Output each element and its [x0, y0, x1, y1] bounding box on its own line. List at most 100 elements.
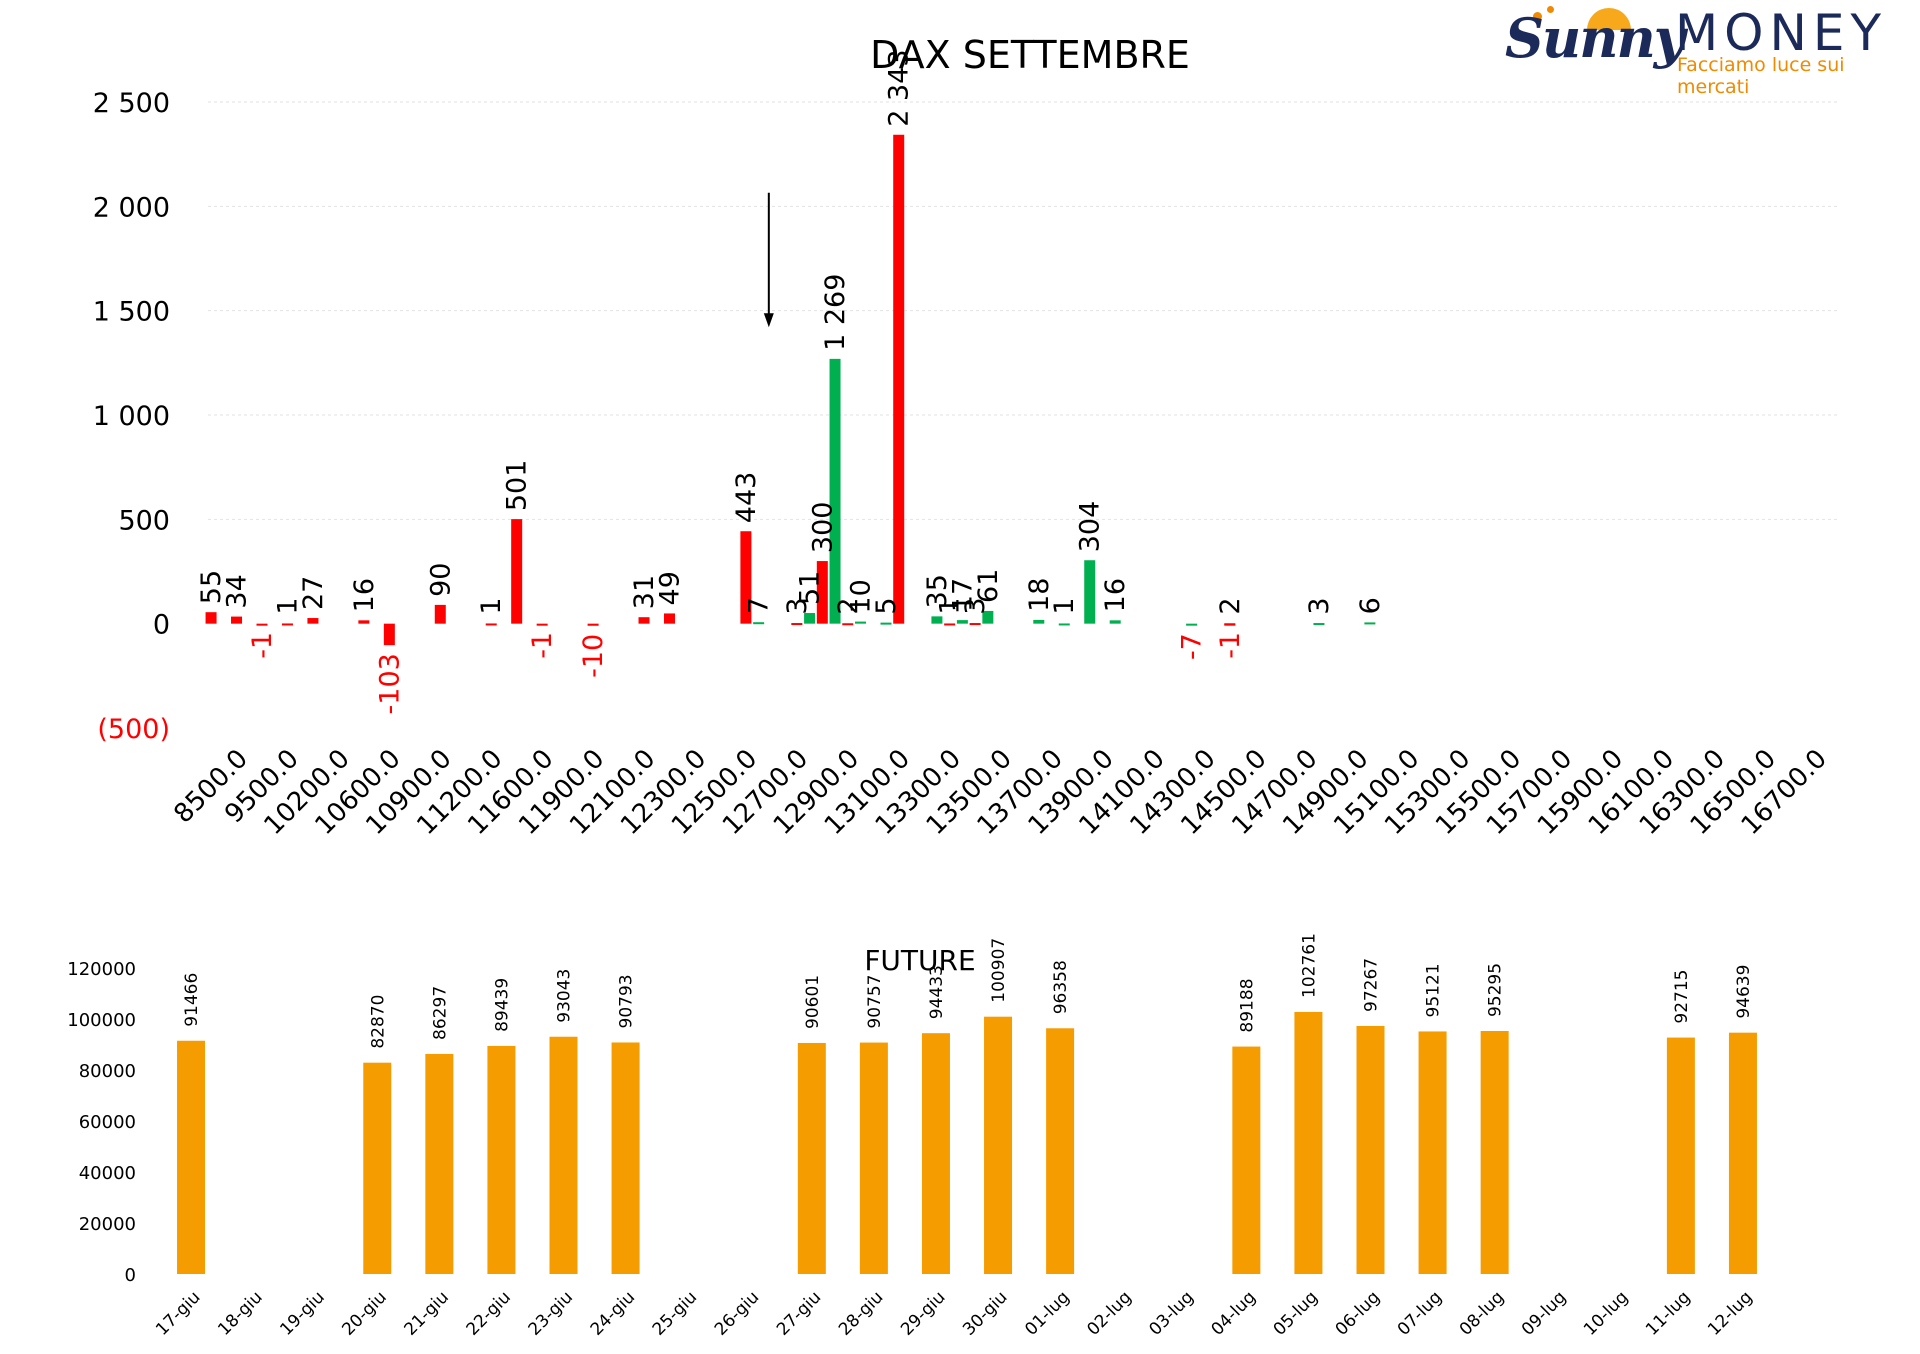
- data-label: 3: [782, 597, 813, 614]
- bar: [363, 1062, 392, 1274]
- bar: [1186, 623, 1198, 626]
- y-tick-label: 80000: [79, 1061, 136, 1082]
- data-label: 89188: [1237, 978, 1257, 1032]
- sun-icon: [1587, 8, 1631, 30]
- bar: [256, 623, 268, 626]
- bar: [982, 610, 994, 624]
- data-label: 16: [349, 578, 380, 612]
- bars: [205, 134, 1376, 646]
- bar: [1666, 1037, 1695, 1274]
- bar: [816, 561, 828, 624]
- data-label: 94639: [1734, 965, 1754, 1019]
- x-tick-label: 01-lug: [1021, 1287, 1073, 1339]
- y-tick-label: 2 000: [93, 192, 170, 223]
- y-tick-label: 2 500: [93, 88, 170, 119]
- x-tick-label: 21-giu: [401, 1287, 453, 1339]
- x-tick-label: 10-lug: [1580, 1287, 1632, 1339]
- x-tick-label: 25-giu: [649, 1287, 701, 1339]
- x-tick-label: 12-lug: [1704, 1287, 1756, 1339]
- data-label: 18: [1024, 578, 1055, 612]
- bar: [307, 618, 319, 624]
- y-tick-label: 120000: [67, 959, 136, 980]
- bar: [231, 616, 243, 624]
- gridlines: [208, 101, 1838, 520]
- y-axis-ticks: 0 20000 40000 60000 80000 100000 120000: [67, 959, 136, 1286]
- bar: [921, 1033, 950, 1274]
- bar: [536, 623, 548, 626]
- bar: [281, 623, 293, 626]
- y-tick-label: 20000: [79, 1214, 136, 1235]
- x-tick-label: 30-giu: [959, 1287, 1011, 1339]
- bar: [549, 1036, 578, 1274]
- bar: [205, 612, 217, 624]
- bar: [638, 617, 650, 624]
- bar: [487, 1045, 516, 1274]
- x-tick-label: 23-giu: [525, 1287, 577, 1339]
- y-tick-label: 0: [153, 610, 170, 641]
- data-label: 1 269: [820, 274, 851, 351]
- data-label: 2: [833, 597, 864, 614]
- bar: [434, 604, 446, 624]
- data-label: -1: [1215, 632, 1246, 659]
- logo-tagline: Facciamo luce sui mercati: [1677, 54, 1845, 98]
- data-label: 90: [425, 563, 456, 597]
- data-label: 1: [272, 597, 303, 614]
- bar: [663, 613, 675, 624]
- data-label: 95121: [1424, 963, 1444, 1017]
- data-label: 49: [654, 571, 685, 605]
- y-tick-label: 0: [125, 1265, 136, 1286]
- x-axis-ticks: 17-giu 18-giu 19-giu 20-giu 21-giu 22-giu 23-g…: [152, 1287, 1756, 1339]
- logo-dot-icon: [1533, 12, 1542, 21]
- data-label: 2: [1215, 597, 1246, 614]
- data-label: 2 343: [884, 49, 915, 126]
- x-tick-label: 26-giu: [711, 1287, 763, 1339]
- y-tick-label: 500: [118, 505, 170, 536]
- arrow-icon: [763, 313, 774, 328]
- bar: [587, 623, 599, 626]
- bar: [358, 620, 370, 624]
- x-tick-label: 29-giu: [897, 1287, 949, 1339]
- data-label: 93043: [555, 969, 575, 1023]
- x-tick-label: 04-lug: [1208, 1287, 1260, 1339]
- data-label: 7: [744, 597, 775, 614]
- y-tick-label: (500): [97, 714, 170, 745]
- x-tick-label: 09-lug: [1518, 1287, 1570, 1339]
- data-label: 1: [935, 597, 966, 614]
- data-label: 92715: [1672, 969, 1692, 1023]
- data-label: 95295: [1486, 963, 1506, 1017]
- data-label: 443: [731, 472, 762, 524]
- data-label: 86297: [430, 986, 450, 1040]
- bar: [931, 616, 943, 624]
- data-label: 35: [922, 574, 953, 608]
- data-label: 3: [1304, 597, 1335, 614]
- x-tick-label: 06-lug: [1332, 1287, 1384, 1339]
- x-tick-label: 03-lug: [1145, 1287, 1197, 1339]
- x-tick-label: 24-giu: [587, 1287, 639, 1339]
- bar: [383, 623, 395, 646]
- y-tick-label: 100000: [67, 1010, 136, 1031]
- y-tick-label: 1 000: [93, 401, 170, 432]
- x-axis-ticks: 8500.09500.010200.010600.010900.011200.0…: [168, 744, 1833, 841]
- data-label: -7: [1177, 633, 1208, 660]
- data-label: -10: [578, 634, 609, 678]
- bar: [829, 358, 841, 624]
- bar: [1480, 1030, 1509, 1274]
- bar: [177, 1040, 206, 1274]
- x-tick-label: 11-lug: [1642, 1287, 1694, 1339]
- bar: [944, 623, 956, 626]
- bar: [753, 622, 765, 625]
- data-label: 31: [629, 575, 660, 609]
- data-label: 89439: [492, 978, 512, 1032]
- bar: [855, 621, 867, 624]
- bar: [511, 519, 523, 624]
- future-chart: FUTURE 0 20000 40000 60000 80000 100000 120000…: [67, 933, 1757, 1340]
- bar: [1418, 1031, 1447, 1274]
- x-tick-label: 08-lug: [1456, 1287, 1508, 1339]
- x-tick-label: 17-giu: [152, 1287, 204, 1339]
- bar: [791, 623, 803, 626]
- x-tick-label: 22-giu: [463, 1287, 515, 1339]
- data-label: 61: [973, 569, 1004, 603]
- data-label: 17: [947, 578, 978, 612]
